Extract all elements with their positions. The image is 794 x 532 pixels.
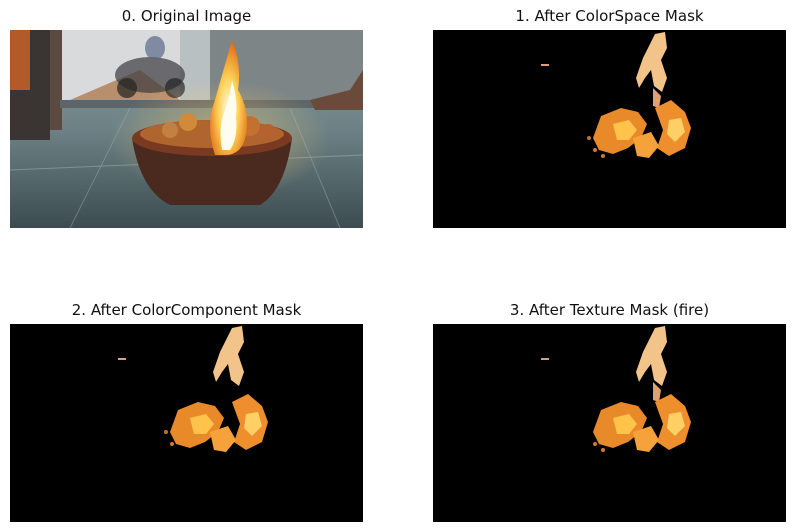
colorcomponent-mask-image: [10, 324, 363, 522]
original-image: [10, 30, 363, 228]
panel-title-texture: 3. After Texture Mask (fire): [509, 301, 710, 319]
colorspace-mask-image: [433, 30, 786, 228]
texture-mask-image: [433, 324, 786, 522]
panel-title-original: 0. Original Image: [121, 7, 252, 25]
panel-title-colorcomponent: 2. After ColorComponent Mask: [71, 301, 302, 319]
panel-title-colorspace: 1. After ColorSpace Mask: [515, 7, 704, 25]
